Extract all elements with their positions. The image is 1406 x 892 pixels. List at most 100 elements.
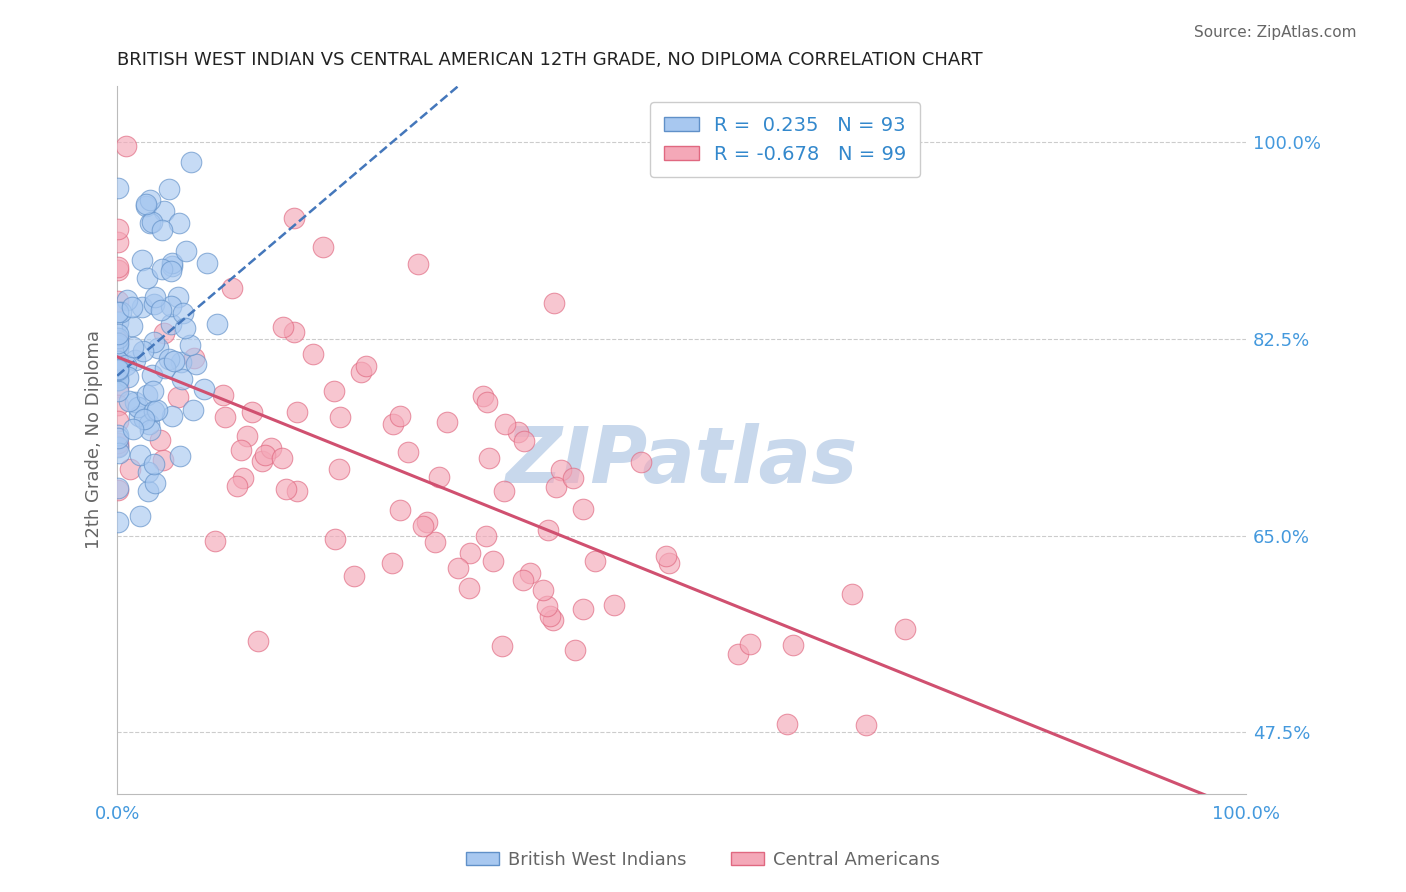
Point: [153, 326, 176, 341]
Point: [253, 448, 276, 462]
Point: [142, 335, 165, 350]
Point: [236, 429, 259, 443]
Point: [472, 389, 495, 403]
Point: [179, 338, 201, 352]
Point: [457, 582, 479, 596]
Point: [603, 598, 626, 612]
Point: [143, 476, 166, 491]
Point: [107, 441, 129, 455]
Point: [107, 368, 129, 383]
Point: [491, 639, 513, 653]
Point: [138, 216, 160, 230]
Point: [214, 410, 236, 425]
Point: [512, 434, 534, 449]
Point: [193, 382, 215, 396]
Point: [181, 403, 204, 417]
Point: [240, 405, 263, 419]
Point: [117, 293, 139, 307]
Point: [382, 417, 405, 431]
Point: [115, 138, 138, 153]
Point: [121, 300, 143, 314]
Point: [343, 569, 366, 583]
Point: [388, 503, 411, 517]
Point: [107, 398, 129, 412]
Point: [323, 384, 346, 398]
Point: [107, 222, 129, 236]
Point: [117, 370, 139, 384]
Point: [107, 333, 129, 347]
Text: ZIPatlas: ZIPatlas: [505, 423, 858, 500]
Point: [541, 613, 564, 627]
Point: [519, 566, 541, 581]
Point: [174, 321, 197, 335]
Point: [163, 353, 186, 368]
Point: [506, 425, 529, 439]
Point: [118, 393, 141, 408]
Point: [389, 409, 412, 423]
Point: [107, 181, 129, 195]
Point: [146, 342, 169, 356]
Point: [107, 359, 129, 373]
Point: [271, 320, 294, 334]
Legend: British West Indians, Central Americans: British West Indians, Central Americans: [458, 844, 948, 876]
Point: [782, 639, 804, 653]
Point: [427, 470, 450, 484]
Point: [583, 554, 606, 568]
Point: [205, 318, 228, 332]
Point: [172, 306, 194, 320]
Point: [135, 199, 157, 213]
Point: [183, 351, 205, 365]
Y-axis label: 12th Grade, No Diploma: 12th Grade, No Diploma: [86, 330, 103, 549]
Point: [107, 365, 129, 379]
Point: [271, 451, 294, 466]
Point: [564, 643, 586, 657]
Point: [572, 602, 595, 616]
Point: [152, 452, 174, 467]
Point: [107, 379, 129, 393]
Point: [107, 353, 129, 368]
Point: [107, 431, 129, 445]
Point: [153, 361, 176, 376]
Point: [107, 435, 129, 450]
Point: [107, 337, 129, 351]
Point: [562, 471, 585, 485]
Point: [159, 317, 181, 331]
Point: [225, 478, 247, 492]
Point: [425, 534, 447, 549]
Point: [475, 395, 498, 409]
Point: [231, 443, 253, 458]
Point: [107, 262, 129, 277]
Point: [283, 325, 305, 339]
Point: [160, 255, 183, 269]
Point: [135, 196, 157, 211]
Point: [329, 410, 352, 425]
Point: [138, 466, 160, 480]
Point: [512, 573, 534, 587]
Point: [221, 281, 243, 295]
Point: [107, 515, 129, 529]
Point: [250, 454, 273, 468]
Point: [458, 545, 481, 559]
Point: [134, 412, 156, 426]
Point: [138, 417, 160, 431]
Point: [302, 347, 325, 361]
Point: [232, 471, 254, 485]
Point: [141, 368, 163, 383]
Point: [276, 482, 298, 496]
Point: [167, 290, 190, 304]
Point: [142, 384, 165, 399]
Point: [494, 417, 516, 432]
Point: [107, 428, 129, 442]
Point: [323, 533, 346, 547]
Point: [107, 327, 129, 342]
Point: [153, 204, 176, 219]
Point: [107, 293, 129, 308]
Point: [287, 405, 309, 419]
Point: [550, 463, 572, 477]
Point: [204, 533, 226, 548]
Point: [538, 608, 561, 623]
Point: [172, 372, 194, 386]
Point: [186, 357, 208, 371]
Point: [143, 457, 166, 471]
Point: [162, 259, 184, 273]
